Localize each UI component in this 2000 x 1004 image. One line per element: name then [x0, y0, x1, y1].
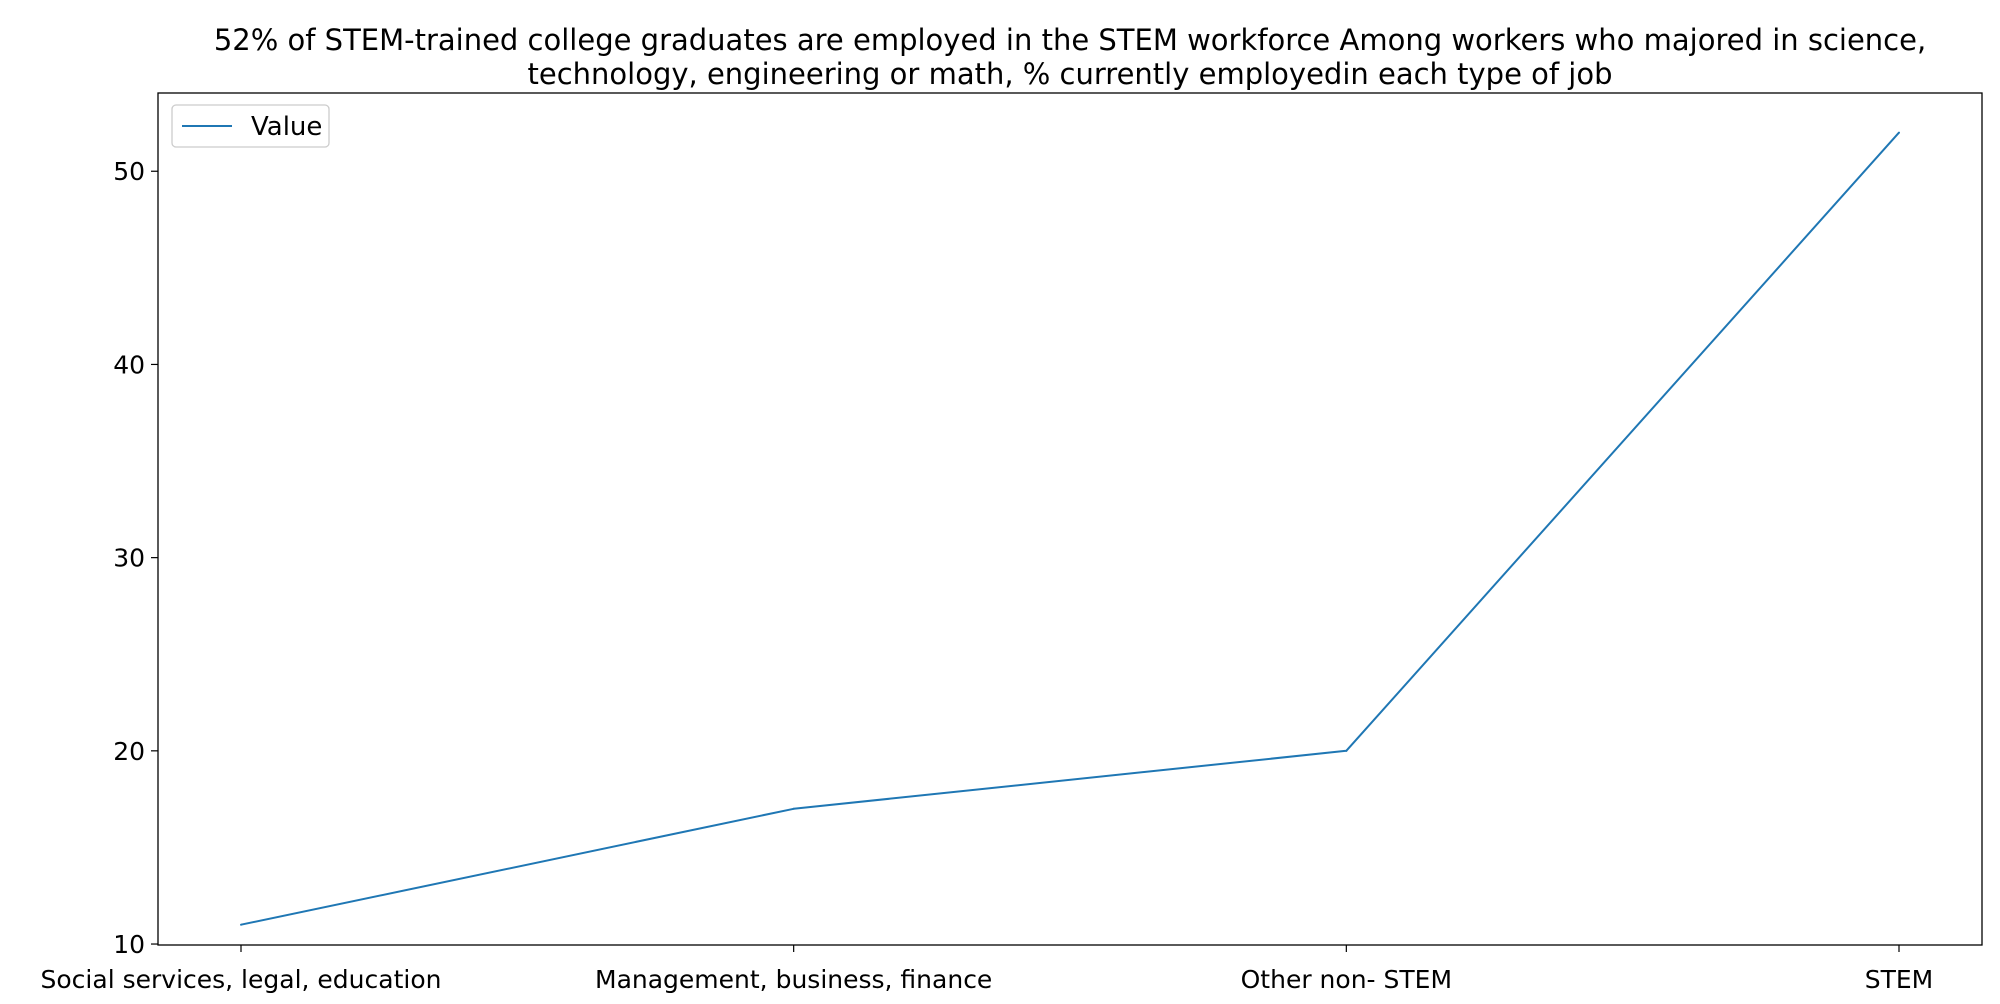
- legend-box: [171, 104, 330, 148]
- legend: Value: [171, 104, 330, 148]
- y-tick-label: 50: [113, 157, 145, 186]
- plot-frame: [157, 92, 1983, 946]
- x-tick-label: Other non- STEM: [1241, 965, 1452, 994]
- legend-label: Value: [251, 112, 322, 142]
- x-axis: Social services, legal, education Managem…: [41, 945, 1934, 994]
- data-point: [240, 923, 242, 926]
- x-tick-label: STEM: [1865, 965, 1934, 994]
- data-point: [1898, 131, 1900, 134]
- y-axis: 10 20 30 40 50: [113, 157, 158, 959]
- y-tick-label: 40: [113, 350, 145, 379]
- x-tick-label: Social services, legal, education: [41, 965, 442, 994]
- y-tick-label: 20: [113, 737, 145, 766]
- series-layer: [240, 131, 1900, 926]
- y-tick-label: 10: [113, 930, 145, 959]
- x-tick-label: Management, business, finance: [595, 965, 992, 994]
- chart-title-line-1: 52% of STEM-trained college graduates ar…: [214, 23, 1926, 57]
- series-line-0: [240, 131, 1900, 926]
- data-point: [1345, 749, 1348, 752]
- y-tick-label: 30: [113, 544, 145, 573]
- data-point: [792, 807, 795, 810]
- chart-title-line-2: technology, engineering or math, % curre…: [527, 57, 1612, 91]
